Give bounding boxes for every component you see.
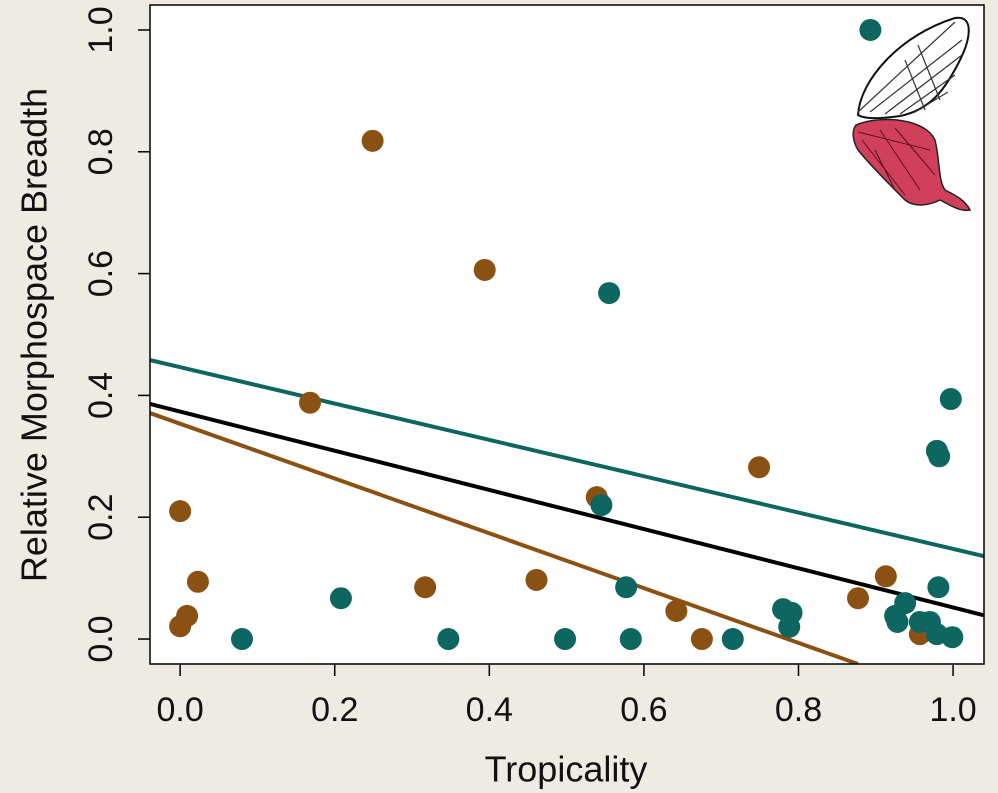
y-tick-label: 0.4 bbox=[82, 372, 120, 419]
point bbox=[665, 600, 688, 623]
plot-frame bbox=[149, 4, 985, 665]
point bbox=[886, 610, 909, 633]
point bbox=[329, 587, 352, 610]
x-tick-label: 0.4 bbox=[466, 691, 513, 729]
x-tick-label: 0.0 bbox=[157, 691, 204, 729]
y-tick-label: 0.6 bbox=[82, 250, 120, 297]
y-tick-label: 1.0 bbox=[82, 6, 120, 53]
y-tick-label: 0.0 bbox=[82, 615, 120, 662]
point bbox=[874, 565, 897, 588]
point bbox=[619, 628, 642, 651]
point bbox=[437, 628, 460, 651]
point bbox=[778, 615, 801, 638]
y-tick-label: 0.8 bbox=[82, 128, 120, 175]
x-tick-label: 1.0 bbox=[929, 691, 976, 729]
x-tick-label: 0.2 bbox=[311, 691, 358, 729]
point bbox=[928, 445, 951, 468]
point bbox=[941, 626, 964, 649]
point bbox=[473, 258, 496, 281]
point bbox=[169, 615, 192, 638]
point bbox=[939, 388, 962, 411]
point bbox=[690, 628, 713, 651]
point bbox=[859, 18, 882, 41]
point bbox=[186, 570, 209, 593]
butterfly-icon bbox=[852, 16, 972, 212]
y-tick-label: 0.2 bbox=[82, 494, 120, 541]
plot-area bbox=[150, 5, 984, 664]
point bbox=[298, 391, 321, 414]
point bbox=[230, 628, 253, 651]
fit-line bbox=[150, 358, 984, 559]
point bbox=[598, 282, 621, 305]
point bbox=[554, 628, 577, 651]
y-axis-label: Relative Morphospace Breadth bbox=[14, 88, 55, 582]
fit-line bbox=[150, 401, 984, 618]
point bbox=[847, 587, 870, 610]
point bbox=[590, 494, 613, 517]
x-tick-label: 0.6 bbox=[620, 691, 667, 729]
fit-line bbox=[150, 411, 859, 664]
point bbox=[894, 592, 917, 615]
points bbox=[169, 18, 964, 651]
point bbox=[721, 628, 744, 651]
point bbox=[748, 456, 771, 479]
fit-lines bbox=[150, 358, 984, 664]
point bbox=[414, 576, 437, 599]
point bbox=[927, 576, 950, 599]
x-axis-label: Tropicality bbox=[485, 749, 648, 790]
point bbox=[169, 500, 192, 523]
x-tick-label: 0.8 bbox=[775, 691, 822, 729]
point bbox=[361, 129, 384, 152]
point bbox=[615, 576, 638, 599]
point bbox=[525, 568, 548, 591]
